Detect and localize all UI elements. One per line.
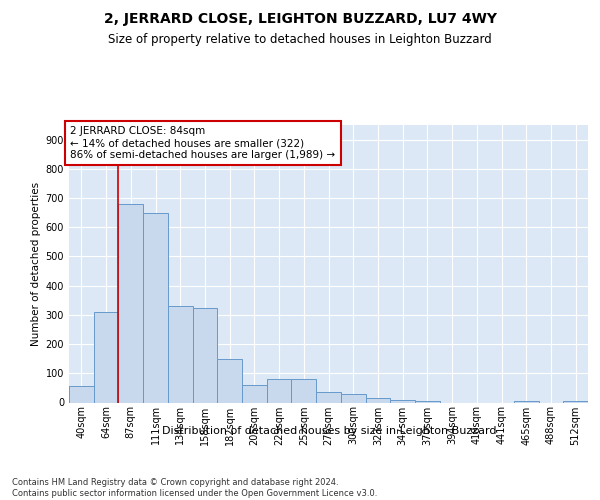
Text: 2 JERRARD CLOSE: 84sqm
← 14% of detached houses are smaller (322)
86% of semi-de: 2 JERRARD CLOSE: 84sqm ← 14% of detached… — [70, 126, 335, 160]
Bar — [242, 385, 267, 402]
Bar — [341, 394, 365, 402]
Text: Distribution of detached houses by size in Leighton Buzzard: Distribution of detached houses by size … — [161, 426, 496, 436]
Text: Size of property relative to detached houses in Leighton Buzzard: Size of property relative to detached ho… — [108, 32, 492, 46]
Text: 2, JERRARD CLOSE, LEIGHTON BUZZARD, LU7 4WY: 2, JERRARD CLOSE, LEIGHTON BUZZARD, LU7 … — [104, 12, 497, 26]
Bar — [514, 401, 539, 402]
Bar — [217, 358, 242, 403]
Bar — [267, 379, 292, 402]
Bar — [390, 400, 415, 402]
Y-axis label: Number of detached properties: Number of detached properties — [31, 182, 41, 346]
Bar — [168, 306, 193, 402]
Text: Contains HM Land Registry data © Crown copyright and database right 2024.
Contai: Contains HM Land Registry data © Crown c… — [12, 478, 377, 498]
Bar — [415, 401, 440, 402]
Bar — [143, 212, 168, 402]
Bar — [69, 386, 94, 402]
Bar — [94, 312, 118, 402]
Bar — [316, 392, 341, 402]
Bar — [563, 401, 588, 402]
Bar — [193, 308, 217, 402]
Bar — [292, 379, 316, 402]
Bar — [118, 204, 143, 402]
Bar — [365, 398, 390, 402]
